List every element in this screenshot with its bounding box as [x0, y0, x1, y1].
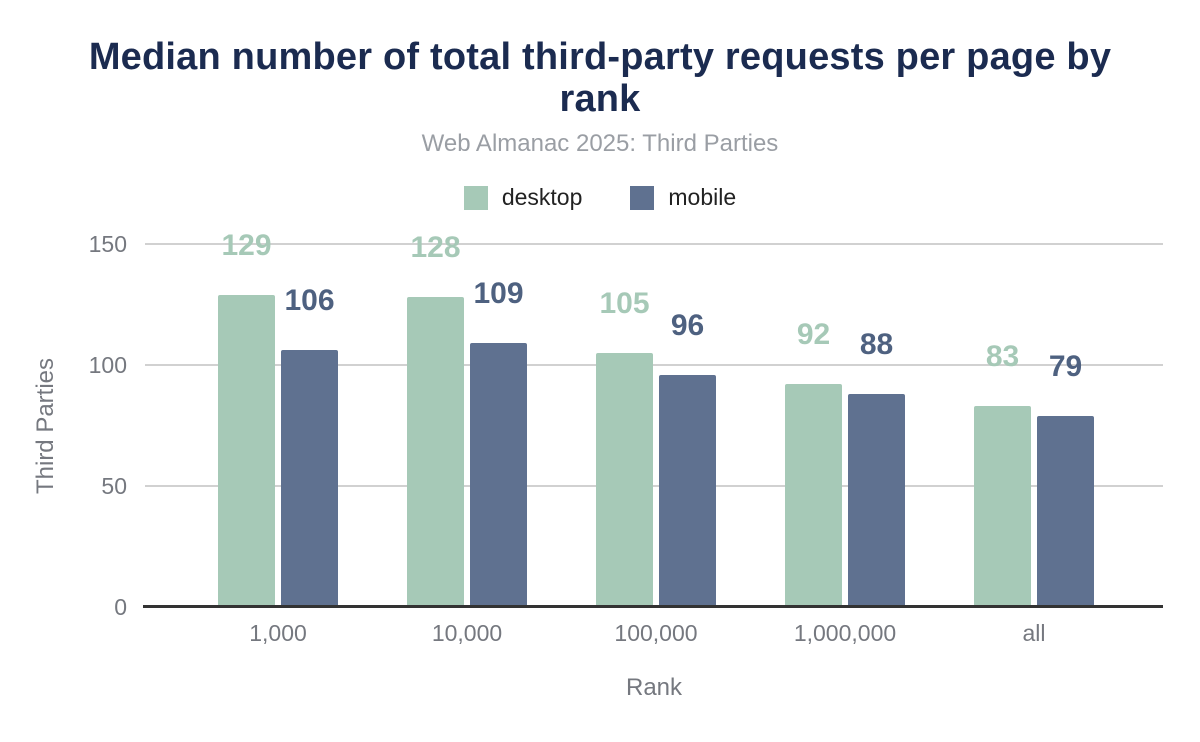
bar-desktop-10000[interactable] — [407, 297, 464, 607]
gridline-y50 — [145, 485, 1163, 487]
x-tick-label-1000: 1,000 — [249, 620, 307, 646]
bar-value-label-desktop-10000: 128 — [410, 231, 461, 264]
y-tick-label-0: 0 — [114, 594, 127, 620]
bar-mobile-1000000[interactable] — [848, 394, 905, 607]
x-tick-label-100000: 100,000 — [614, 620, 698, 646]
legend-swatch-desktop — [463, 185, 488, 210]
bar-value-label-mobile-all: 79 — [1048, 350, 1083, 383]
legend-item-desktop: desktop — [463, 184, 583, 211]
bar-mobile-1000[interactable] — [281, 350, 338, 607]
bar-mobile-100000[interactable] — [659, 375, 716, 607]
bar-desktop-1000[interactable] — [218, 295, 275, 607]
bar-value-label-desktop-100000: 105 — [599, 287, 650, 320]
chart-title: Median number of total third-party reque… — [88, 36, 1112, 120]
bar-desktop-1000000[interactable] — [785, 384, 842, 607]
bar-desktop-100000[interactable] — [596, 353, 653, 607]
x-tick-label-1000000: 1,000,000 — [793, 620, 897, 646]
bar-value-label-mobile-1000: 106 — [284, 284, 335, 317]
bar-value-label-mobile-10000: 109 — [473, 277, 524, 310]
chart-legend: desktop mobile — [0, 184, 1200, 211]
bar-mobile-all[interactable] — [1037, 416, 1094, 607]
y-tick-label-50: 50 — [101, 473, 127, 499]
bar-desktop-all[interactable] — [974, 406, 1031, 607]
gridline-y150 — [145, 243, 1163, 245]
chart-subtitle: Web Almanac 2025: Third Parties — [421, 130, 779, 157]
x-axis-title: Rank — [625, 674, 683, 701]
x-tick-label-10000: 10,000 — [431, 620, 503, 646]
x-axis-line — [143, 605, 1163, 608]
y-tick-label-100: 100 — [88, 352, 127, 378]
legend-swatch-mobile — [630, 185, 655, 210]
gridline-y100 — [145, 364, 1163, 366]
bar-value-label-desktop-all: 83 — [985, 340, 1020, 373]
x-tick-label-all: all — [1022, 620, 1046, 646]
y-tick-label-150: 150 — [88, 231, 127, 257]
bar-value-label-desktop-1000000: 92 — [796, 318, 831, 351]
bar-value-label-mobile-100000: 96 — [670, 309, 705, 342]
y-axis-title: Third Parties — [32, 357, 59, 495]
bar-mobile-10000[interactable] — [470, 343, 527, 607]
bar-value-label-mobile-1000000: 88 — [859, 328, 894, 361]
bar-value-label-desktop-1000: 129 — [221, 229, 272, 262]
legend-label: mobile — [668, 184, 737, 210]
legend-item-mobile: mobile — [630, 184, 736, 211]
legend-label: desktop — [501, 184, 583, 210]
